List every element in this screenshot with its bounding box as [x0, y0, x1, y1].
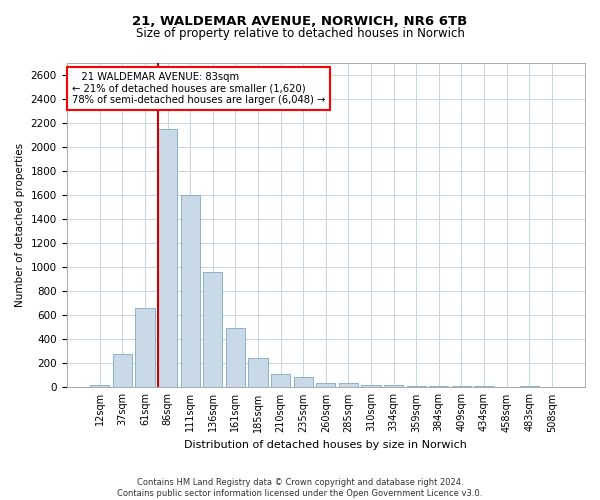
Text: 21, WALDEMAR AVENUE, NORWICH, NR6 6TB: 21, WALDEMAR AVENUE, NORWICH, NR6 6TB [133, 15, 467, 28]
Bar [316, 383, 335, 388]
Bar [90, 385, 109, 388]
Bar [452, 386, 471, 388]
Bar [361, 385, 380, 388]
Bar [407, 386, 426, 388]
Bar [271, 374, 290, 388]
X-axis label: Distribution of detached houses by size in Norwich: Distribution of detached houses by size … [184, 440, 467, 450]
Bar [181, 195, 200, 388]
Bar [136, 308, 155, 388]
Bar [203, 272, 223, 388]
Text: Size of property relative to detached houses in Norwich: Size of property relative to detached ho… [136, 28, 464, 40]
Bar [497, 387, 516, 388]
Bar [520, 386, 539, 388]
Bar [339, 383, 358, 388]
Bar [542, 387, 562, 388]
Bar [158, 128, 177, 388]
Y-axis label: Number of detached properties: Number of detached properties [15, 143, 25, 307]
Text: 21 WALDEMAR AVENUE: 83sqm   
← 21% of detached houses are smaller (1,620)
78% of: 21 WALDEMAR AVENUE: 83sqm ← 21% of detac… [72, 72, 325, 106]
Bar [429, 386, 448, 388]
Text: Contains HM Land Registry data © Crown copyright and database right 2024.
Contai: Contains HM Land Registry data © Crown c… [118, 478, 482, 498]
Bar [226, 328, 245, 388]
Bar [475, 386, 494, 388]
Bar [248, 358, 268, 388]
Bar [293, 376, 313, 388]
Bar [384, 385, 403, 388]
Bar [113, 354, 132, 388]
